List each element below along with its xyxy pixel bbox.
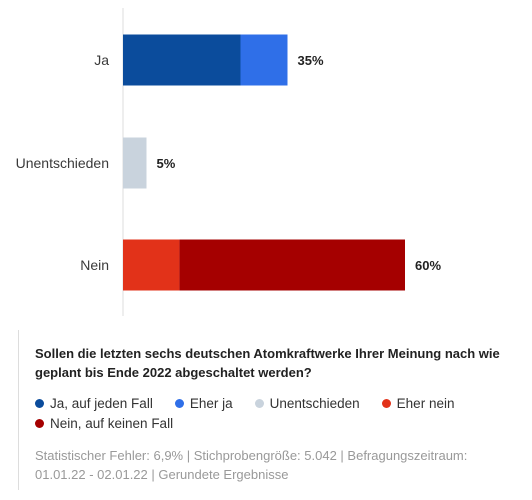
survey-footnote: Statistischer Fehler: 6,9% | Stichproben… [35, 448, 468, 482]
total-label-ja: 35% [298, 53, 324, 68]
legend-item-ja-auf-jeden-fall: Ja, auf jeden Fall [35, 394, 153, 414]
bar-unentschieden-unentschieden [123, 137, 147, 189]
total-label-unentschieden: 5% [157, 156, 176, 171]
chart-info-panel: Sollen die letzten sechs deutschen Atomk… [18, 330, 518, 490]
legend-label: Ja, auf jeden Fall [50, 396, 153, 411]
legend-dot-icon [35, 399, 44, 408]
legend-label: Nein, auf keinen Fall [50, 416, 174, 431]
legend-label: Unentschieden [269, 396, 360, 411]
category-label-unentschieden: Unentschieden [16, 155, 109, 171]
legend-item-unentschieden: Unentschieden [254, 394, 360, 414]
category-label-ja: Ja [94, 52, 109, 68]
legend-item-eher-nein: Eher nein [381, 394, 455, 414]
survey-question: Sollen die letzten sechs deutschen Atomk… [35, 346, 500, 380]
legend-item-eher-ja: Eher ja [174, 394, 233, 414]
legend-item-nein-auf-keinen-fall: Nein, auf keinen Fall [35, 414, 173, 434]
legend-dot-icon [254, 399, 264, 408]
bars-group: Ja 35% Unentschieden 5% Nein 60% [16, 34, 441, 291]
legend-label: Eher ja [189, 396, 233, 411]
total-label-nein: 60% [415, 258, 441, 273]
legend-label: Eher nein [396, 396, 455, 411]
bar-nein-eher-nein [123, 239, 180, 291]
category-label-nein: Nein [80, 257, 109, 273]
legend-dot-icon [381, 399, 391, 408]
bar-nein-nein-auf-keinen-fall [179, 239, 405, 291]
legend-dot-icon [35, 419, 44, 428]
bar-ja-ja-auf-jeden-fall [123, 34, 241, 86]
legend-dot-icon [174, 399, 184, 408]
bar-chart: Ja 35% Unentschieden 5% Nein 60% [16, 8, 441, 316]
bar-ja-eher-ja [240, 34, 288, 86]
chart-legend: Ja, auf jeden Fall Eher ja Unentschieden Eh… [35, 394, 519, 434]
